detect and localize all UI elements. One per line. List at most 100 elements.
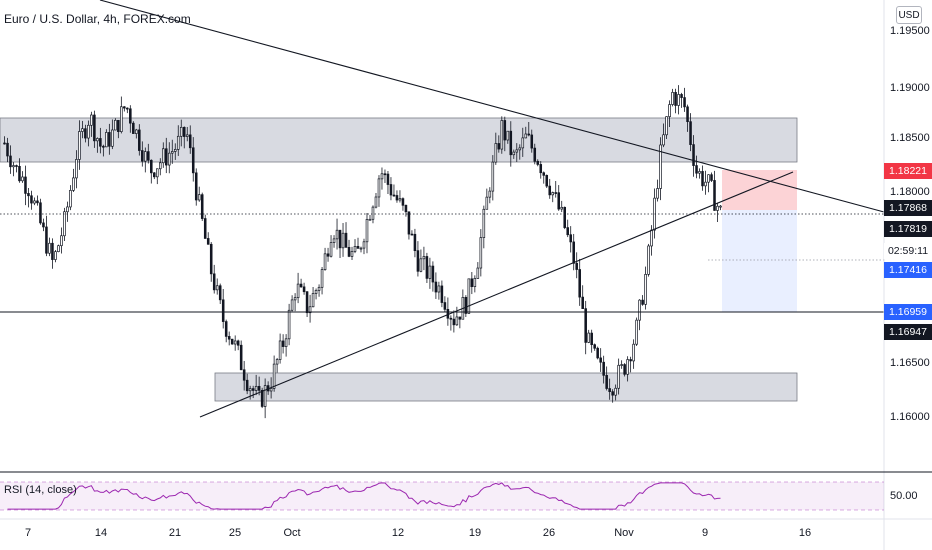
currency-button[interactable]: USD	[896, 6, 922, 24]
candle-up	[656, 188, 659, 199]
candle-down	[230, 338, 234, 345]
candle-down	[395, 195, 399, 201]
candle-down	[452, 318, 456, 326]
candle-down	[126, 107, 129, 110]
candle-down	[608, 388, 611, 393]
candle-down	[108, 132, 111, 147]
candle-down	[239, 344, 243, 371]
candle-down	[443, 302, 447, 310]
candle-up	[81, 128, 84, 132]
candle-down	[536, 160, 540, 165]
candle-up	[33, 200, 36, 204]
candle-up	[620, 364, 623, 366]
price-level-label: 1.16500	[890, 357, 930, 369]
candle-up	[290, 299, 294, 311]
candle-up	[698, 171, 701, 174]
candle-up	[72, 177, 75, 191]
candle-down	[164, 148, 168, 166]
candle-down	[99, 138, 102, 147]
candle-up	[272, 363, 276, 389]
candle-up	[482, 208, 486, 238]
candle-up	[512, 151, 516, 156]
candle-up	[632, 343, 635, 362]
candle-up	[320, 269, 324, 288]
time-axis-label: 9	[701, 527, 709, 539]
rsi-indicator-label[interactable]: RSI (14, close)	[4, 484, 77, 496]
candle-up	[269, 388, 273, 392]
candle-down	[224, 321, 228, 337]
support-zone[interactable]	[214, 372, 798, 402]
candle-up	[120, 106, 123, 132]
candle-up	[185, 134, 189, 137]
candle-up	[335, 229, 339, 240]
candle-down	[227, 336, 231, 340]
time-axis-label: 16	[798, 527, 812, 539]
time-axis-label: 12	[391, 527, 405, 539]
candle-up	[422, 256, 426, 260]
candle-up	[398, 198, 402, 201]
candle-up	[551, 192, 555, 196]
candle-down	[449, 317, 453, 320]
candle-up	[293, 297, 297, 301]
candle-up	[635, 319, 638, 345]
descending-trendline[interactable]	[99, 0, 885, 213]
candle-up	[323, 253, 327, 270]
candle-up	[419, 258, 423, 272]
candle-down	[683, 97, 686, 108]
candle-down	[581, 296, 584, 309]
candle-up	[215, 285, 219, 291]
time-axis-label: Oct	[283, 527, 301, 539]
candle-up	[176, 135, 180, 150]
candle-up	[473, 278, 477, 288]
candle-down	[150, 159, 153, 174]
candle-up	[296, 283, 300, 299]
candle-up	[650, 229, 653, 247]
candle-down	[84, 128, 87, 139]
candle-down	[641, 299, 644, 305]
take-profit-zone[interactable]	[722, 210, 797, 312]
candle-up	[105, 132, 108, 148]
candle-down	[611, 391, 614, 396]
candle-up	[69, 190, 72, 208]
stop-loss-zone[interactable]	[722, 170, 797, 210]
candle-up	[476, 267, 480, 279]
candle-up	[179, 126, 183, 137]
candle-down	[542, 172, 546, 176]
candle-down	[30, 195, 33, 204]
candle-up	[614, 387, 617, 396]
candle-down	[302, 286, 306, 293]
time-axis-label: 7	[24, 527, 32, 539]
candle-down	[182, 126, 186, 137]
candle-up	[647, 245, 650, 275]
candle-down	[383, 173, 387, 176]
candle-up	[317, 286, 321, 291]
candle-up	[368, 218, 372, 221]
candle-up	[135, 129, 138, 134]
candle-down	[141, 150, 144, 162]
candle-down	[410, 233, 414, 236]
candle-up	[111, 129, 114, 147]
candle-up	[617, 364, 620, 389]
candle-up	[170, 151, 174, 154]
candle-down	[599, 357, 602, 363]
candle-up	[506, 130, 510, 141]
candle-up	[341, 232, 345, 249]
candle-down	[533, 147, 537, 162]
candle-down	[203, 218, 207, 239]
candle-up	[437, 285, 441, 293]
candle-down	[623, 364, 626, 375]
candle-down	[129, 108, 132, 124]
ascending-trendline[interactable]	[199, 171, 794, 418]
candle-down	[242, 369, 246, 381]
candle-down	[713, 180, 716, 211]
candle-down	[281, 340, 285, 347]
candle-up	[159, 162, 162, 170]
candle-up	[587, 332, 590, 343]
candle-down	[425, 256, 429, 279]
candle-up	[90, 114, 93, 126]
candle-up	[488, 190, 492, 198]
candle-down	[497, 143, 501, 150]
candle-up	[114, 119, 117, 131]
candle-down	[629, 359, 632, 362]
